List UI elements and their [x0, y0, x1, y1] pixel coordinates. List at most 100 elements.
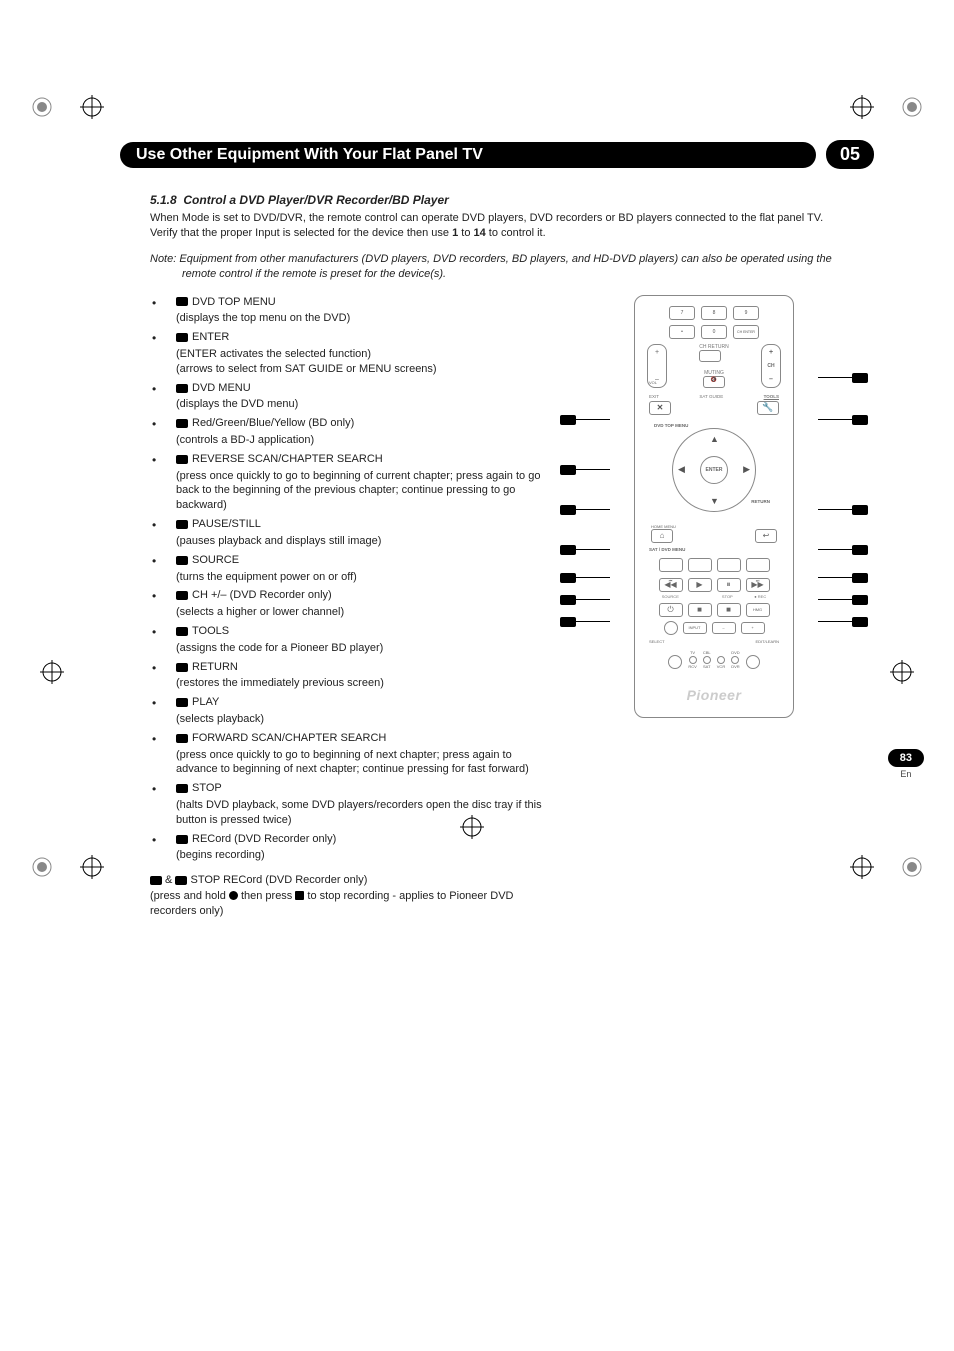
intro-text: When Mode is set to DVD/DVR, the remote …	[150, 211, 844, 242]
number-ref-icon	[176, 591, 188, 600]
number-ref-icon	[176, 455, 188, 464]
number-ref-icon	[176, 784, 188, 793]
command-name: STOP	[192, 781, 222, 796]
command-name: DVD MENU	[192, 381, 251, 396]
minus-btn: –	[712, 622, 736, 634]
number-ref-icon	[176, 333, 188, 342]
callout-marker	[560, 505, 576, 515]
number-ref-icon	[176, 297, 188, 306]
number-ref-icon	[176, 627, 188, 636]
brand-logo: Pioneer	[643, 687, 785, 703]
command-name: FORWARD SCAN/CHAPTER SEARCH	[192, 731, 386, 746]
page-number: 83 En	[888, 749, 924, 779]
command-item: TOOLS(assigns the code for a Pioneer BD …	[164, 624, 554, 656]
play-icon: ▶	[688, 578, 712, 592]
return-icon: ↩	[755, 529, 777, 543]
source-icon: ⏻	[659, 603, 683, 617]
command-item: REVERSE SCAN/CHAPTER SEARCH(press once q…	[164, 452, 554, 513]
command-item: Red/Green/Blue/Yellow (BD only) (controls…	[164, 416, 554, 448]
keypad-7: 7	[669, 306, 695, 320]
command-item: DVD MENU(displays the DVD menu)	[164, 381, 554, 413]
callout-marker	[852, 573, 868, 583]
yellow-btn	[746, 558, 770, 572]
dpad: DVD TOP MENU ENTER ▲ ▼ ◀ ▶ RETURN	[664, 420, 764, 520]
command-name: CH +/– (DVD Recorder only)	[192, 588, 332, 603]
number-ref-icon	[176, 835, 188, 844]
number-ref-icon	[176, 734, 188, 743]
command-name: ENTER	[192, 330, 229, 345]
callout-marker	[852, 595, 868, 605]
callout-marker	[852, 545, 868, 555]
crop-mark-icon	[900, 855, 924, 879]
input-btn: INPUT	[683, 622, 707, 634]
edit-btn	[746, 655, 760, 669]
command-item: CH +/– (DVD Recorder only) (selects a hig…	[164, 588, 554, 620]
ffwd-icon: ⏭▶▶	[746, 578, 770, 592]
mode-tv: TVRCV	[688, 650, 696, 669]
mode-cbl: CBLSAT	[703, 650, 711, 669]
number-ref-icon	[176, 520, 188, 529]
command-name: REVERSE SCAN/CHAPTER SEARCH	[192, 452, 383, 467]
blue-btn	[717, 558, 741, 572]
command-desc: (press once quickly to go to beginning o…	[176, 748, 554, 778]
mode-vcr: VCR	[717, 655, 725, 669]
power-icon	[664, 621, 678, 635]
command-name: PLAY	[192, 695, 219, 710]
number-ref-icon	[176, 419, 188, 428]
keypad-9: 9	[733, 306, 759, 320]
callout-marker	[560, 573, 576, 583]
number-ref-icon	[176, 663, 188, 672]
command-name: TOOLS	[192, 624, 229, 639]
arrow-up-icon: ▲	[710, 434, 719, 444]
crop-mark-icon	[40, 660, 64, 684]
command-name: Red/Green/Blue/Yellow (BD only)	[192, 416, 354, 431]
ch-rocker: +CH–	[761, 344, 781, 388]
keypad-8: 8	[701, 306, 727, 320]
number-ref-icon	[176, 384, 188, 393]
exit-icon: ✕	[649, 401, 671, 415]
command-name: RETURN	[192, 660, 238, 675]
tools-icon: 🔧	[757, 401, 779, 415]
chapter-number: 05	[826, 140, 874, 169]
hmg-btn: HMG	[746, 603, 770, 617]
command-item: DVD TOP MENU(displays the top menu on th…	[164, 295, 554, 327]
command-desc: (begins recording)	[176, 848, 554, 863]
command-desc: (turns the equipment power on or off)	[176, 570, 554, 585]
command-desc: (arrows to select from SAT GUIDE or MENU…	[176, 362, 554, 377]
command-item: RECord (DVD Recorder only)(begins record…	[164, 832, 554, 864]
number-ref-icon	[176, 556, 188, 565]
ch-enter: CH ENTER	[733, 325, 759, 339]
crop-mark-icon	[890, 660, 914, 684]
enter-btn: ENTER	[700, 456, 728, 484]
command-desc: (selects playback)	[176, 712, 554, 727]
command-item: STOP(halts DVD playback, some DVD player…	[164, 781, 554, 827]
command-list: DVD TOP MENU(displays the top menu on th…	[150, 295, 554, 864]
command-desc: (ENTER activates the selected function)	[176, 347, 554, 362]
callout-marker	[852, 373, 868, 383]
crop-mark-icon	[80, 855, 104, 879]
subsection-title: 5.1.8 Control a DVD Player/DVR Recorder/…	[150, 193, 844, 207]
mode-dvd: DVDDVR	[731, 650, 739, 669]
arrow-left-icon: ◀	[678, 464, 685, 475]
crop-mark-icon	[30, 855, 54, 879]
keypad-dot: •	[669, 325, 695, 339]
command-item: RETURN(restores the immediately previous…	[164, 660, 554, 692]
command-item: SOURCE (turns the equipment power on or o…	[164, 553, 554, 585]
number-ref-icon	[176, 698, 188, 707]
ch-return-btn	[699, 350, 721, 362]
red-btn	[659, 558, 683, 572]
command-desc: (selects a higher or lower channel)	[176, 605, 554, 620]
home-icon: ⌂	[651, 529, 673, 543]
stop-icon: ■	[717, 603, 741, 617]
crop-mark-icon	[850, 95, 874, 119]
command-desc: (displays the DVD menu)	[176, 397, 554, 412]
command-item: FORWARD SCAN/CHAPTER SEARCH (press once q…	[164, 731, 554, 777]
command-name: DVD TOP MENU	[192, 295, 276, 310]
command-name: RECord (DVD Recorder only)	[192, 832, 336, 847]
callout-marker	[560, 595, 576, 605]
command-desc: (controls a BD-J application)	[176, 433, 554, 448]
rewind-icon: ⏮◀◀	[659, 578, 683, 592]
crop-mark-icon	[900, 95, 924, 119]
command-name: SOURCE	[192, 553, 239, 568]
callout-marker	[852, 505, 868, 515]
